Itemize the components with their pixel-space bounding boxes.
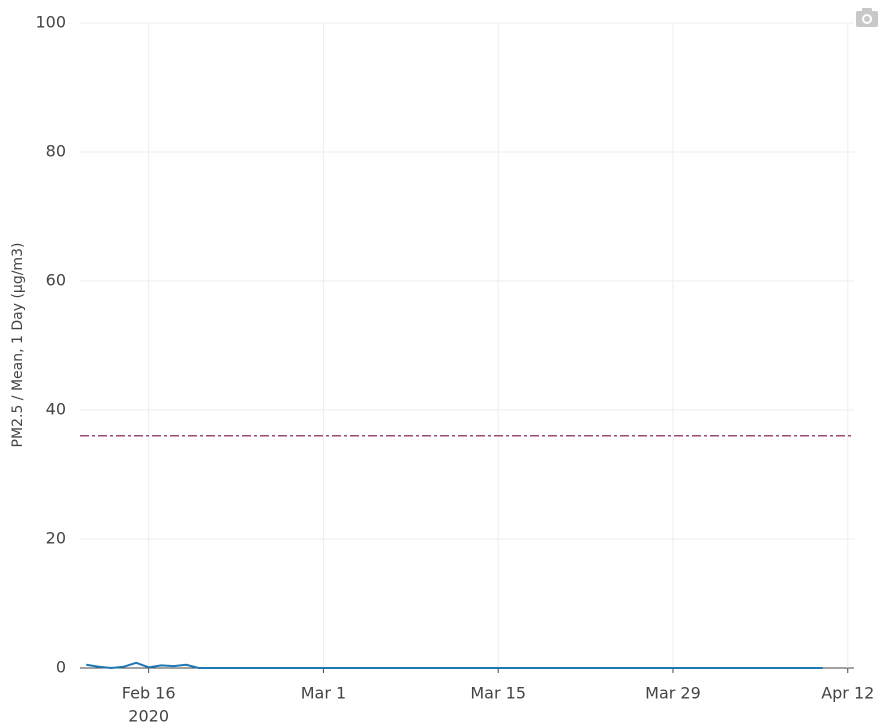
x-tick-label: Mar 1 (301, 684, 346, 703)
camera-top[interactable] (862, 8, 872, 13)
y-tick-label: 80 (46, 142, 66, 161)
y-tick-label: 100 (35, 13, 66, 32)
y-tick-label: 20 (46, 529, 66, 548)
data-line (86, 661, 823, 669)
x-tick-label: Mar 29 (645, 684, 701, 703)
camera-lens-inner[interactable] (864, 16, 870, 22)
x-tick-label: Apr 12 (821, 684, 874, 703)
camera-icon[interactable] (856, 8, 878, 27)
x-tick-label: Mar 15 (470, 684, 526, 703)
x-year-label: 2020 (128, 707, 169, 726)
y-tick-label: 40 (46, 400, 66, 419)
y-axis-title: PM2.5 / Mean, 1 Day (µg/m3) (10, 243, 26, 448)
y-tick-label: 60 (46, 271, 66, 290)
y-tick-label: 0 (56, 658, 66, 677)
x-tick-label: Feb 16 (122, 684, 176, 703)
